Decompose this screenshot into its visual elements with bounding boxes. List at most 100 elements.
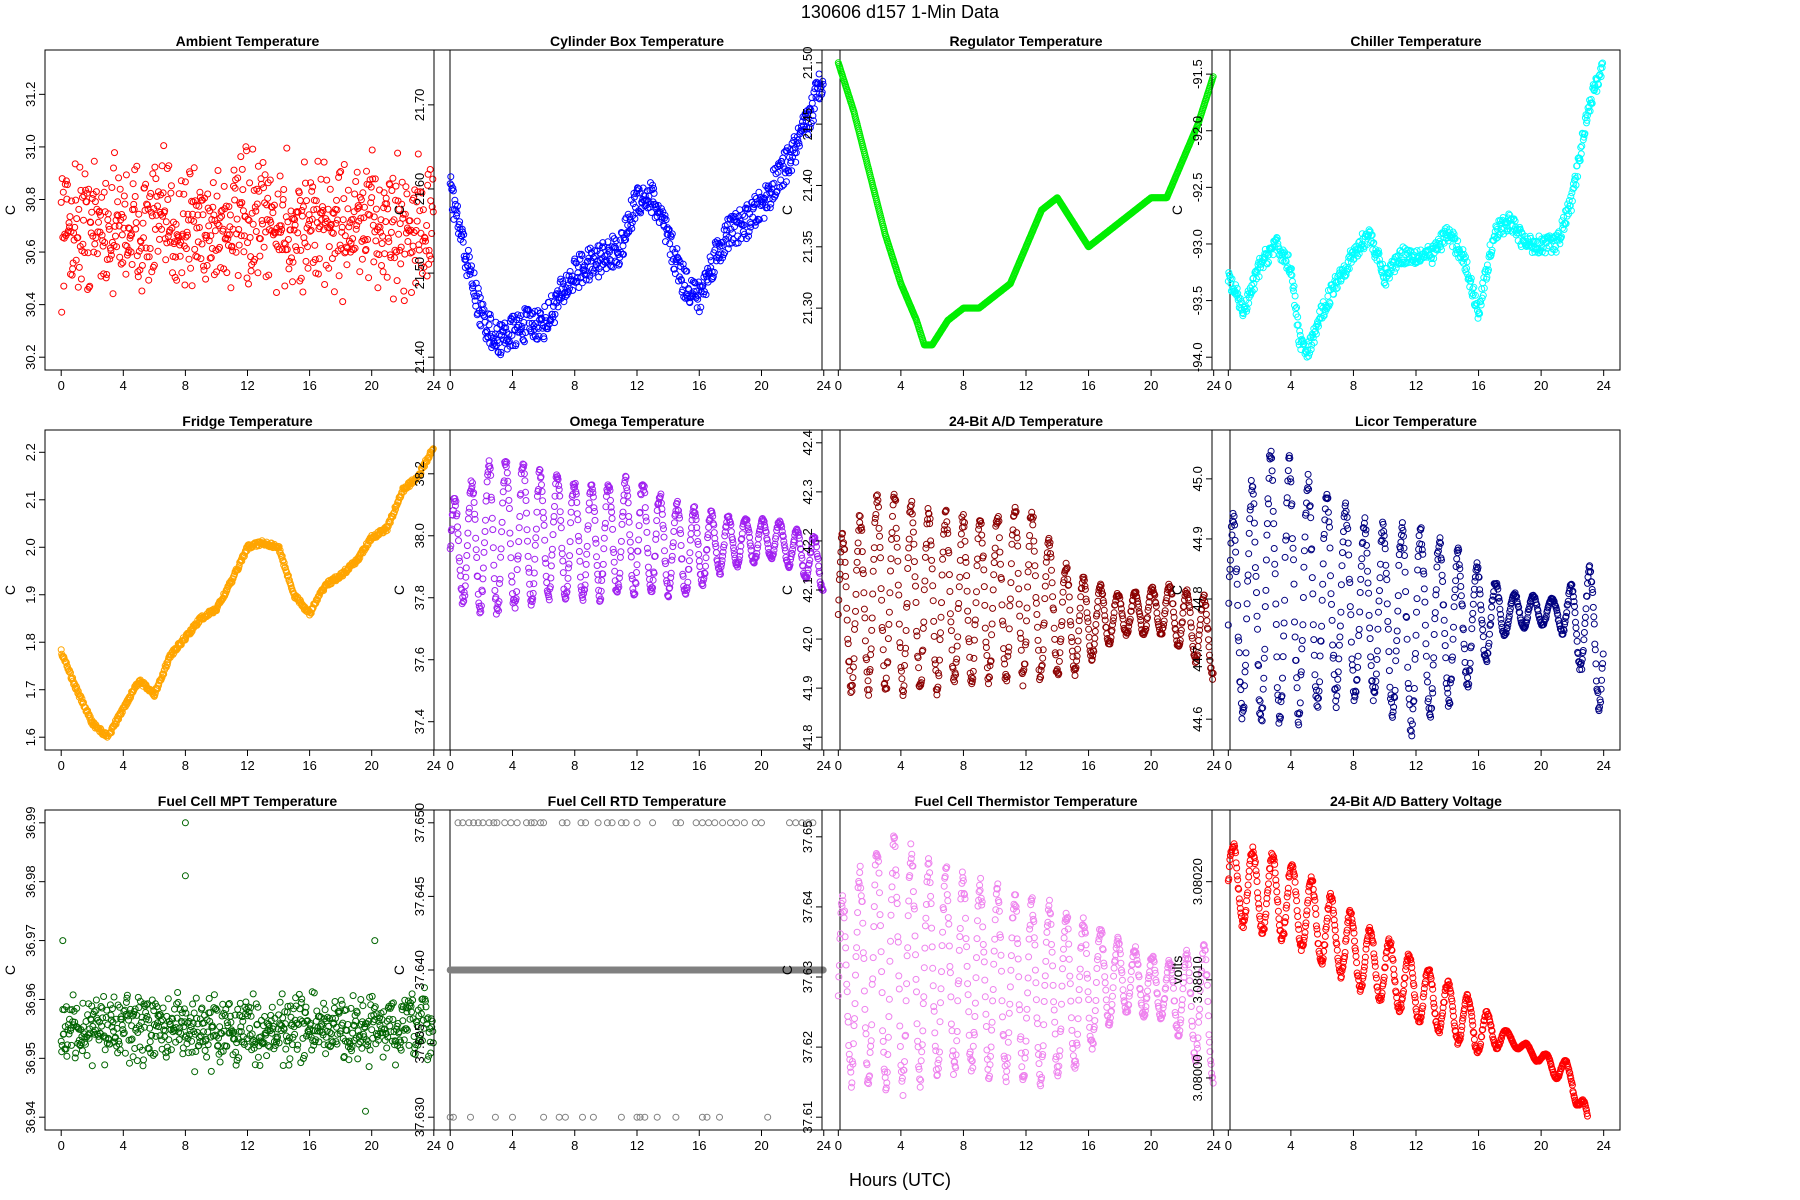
data-point	[411, 256, 419, 264]
data-point	[861, 614, 869, 622]
data-point	[1007, 560, 1015, 568]
data-point	[277, 222, 285, 230]
data-point	[97, 211, 104, 219]
data-point	[625, 518, 633, 526]
data-point	[564, 574, 572, 582]
data-point	[467, 477, 475, 485]
x-tick-label: 8	[960, 758, 967, 773]
data-point	[198, 240, 206, 248]
data-point	[417, 229, 425, 237]
data-point	[249, 145, 257, 153]
data-point	[364, 236, 372, 243]
y-tick-label: 38.2	[412, 461, 427, 486]
data-point	[618, 520, 626, 528]
data-point	[361, 236, 369, 244]
data-point	[908, 497, 916, 505]
x-tick-label: 4	[897, 378, 904, 393]
data-point	[661, 211, 669, 219]
data-point	[920, 618, 928, 626]
data-point	[327, 220, 335, 228]
data-point	[1005, 625, 1013, 633]
data-point	[556, 508, 564, 516]
data-point	[75, 263, 83, 271]
data-point	[193, 224, 201, 232]
data-point	[1075, 627, 1083, 635]
data-point	[85, 185, 93, 193]
data-point	[1058, 618, 1066, 626]
data-point	[844, 640, 852, 648]
data-point	[1047, 553, 1055, 561]
data-point	[59, 188, 67, 196]
data-point	[485, 321, 493, 329]
data-point	[88, 208, 96, 216]
data-point	[117, 260, 125, 268]
data-point	[465, 504, 473, 512]
page-title: 130606 d157 1-Min Data	[800, 2, 1000, 22]
data-point	[172, 220, 180, 228]
data-point	[600, 534, 608, 542]
data-point	[622, 214, 630, 222]
data-point	[116, 253, 124, 261]
data-point	[225, 231, 233, 239]
data-point	[498, 528, 506, 536]
data-point	[382, 218, 390, 226]
y-axis-label: C	[779, 585, 795, 595]
data-point	[531, 555, 539, 563]
data-point	[463, 542, 471, 550]
data-point	[345, 223, 353, 231]
data-point	[104, 210, 112, 218]
data-point	[909, 519, 917, 527]
data-point	[739, 211, 747, 219]
data-point	[693, 304, 701, 312]
data-point	[578, 252, 586, 260]
data-point	[1031, 562, 1039, 570]
data-point	[379, 268, 387, 276]
data-point	[473, 554, 481, 561]
data-point	[819, 77, 827, 85]
data-point	[1306, 349, 1314, 357]
data-point	[285, 265, 293, 273]
data-point	[412, 279, 420, 287]
data-point	[842, 583, 850, 591]
data-point	[853, 558, 861, 566]
data-point	[191, 245, 199, 253]
data-point	[283, 144, 291, 152]
data-point	[194, 238, 202, 246]
data-point	[635, 185, 643, 193]
data-point	[209, 203, 217, 211]
data-point	[106, 255, 114, 263]
data-point	[666, 240, 674, 248]
data-point	[335, 173, 343, 181]
data-point	[481, 528, 489, 535]
y-tick-label: 2.2	[23, 443, 38, 461]
data-point	[760, 214, 768, 222]
data-point	[305, 220, 313, 228]
data-point	[328, 228, 336, 236]
data-point	[339, 216, 347, 224]
data-point	[978, 531, 986, 539]
data-point	[354, 205, 362, 213]
data-point	[522, 497, 530, 504]
x-tick-label: 20	[754, 378, 768, 393]
data-point	[324, 205, 332, 213]
data-point	[499, 499, 507, 507]
data-point	[295, 189, 303, 197]
data-point	[108, 184, 116, 191]
data-point	[887, 555, 895, 563]
data-point	[102, 179, 110, 187]
data-point	[1232, 281, 1240, 289]
data-point	[481, 539, 488, 547]
data-point	[706, 253, 714, 261]
data-point	[216, 214, 224, 222]
data-point	[852, 590, 860, 598]
data-point	[972, 599, 980, 607]
data-point	[404, 238, 412, 245]
data-point	[451, 196, 459, 204]
data-point	[692, 516, 700, 524]
data-point	[973, 562, 981, 570]
data-series	[834, 59, 1217, 349]
data-point	[112, 216, 120, 224]
data-point	[1294, 321, 1302, 329]
data-point	[551, 503, 558, 510]
